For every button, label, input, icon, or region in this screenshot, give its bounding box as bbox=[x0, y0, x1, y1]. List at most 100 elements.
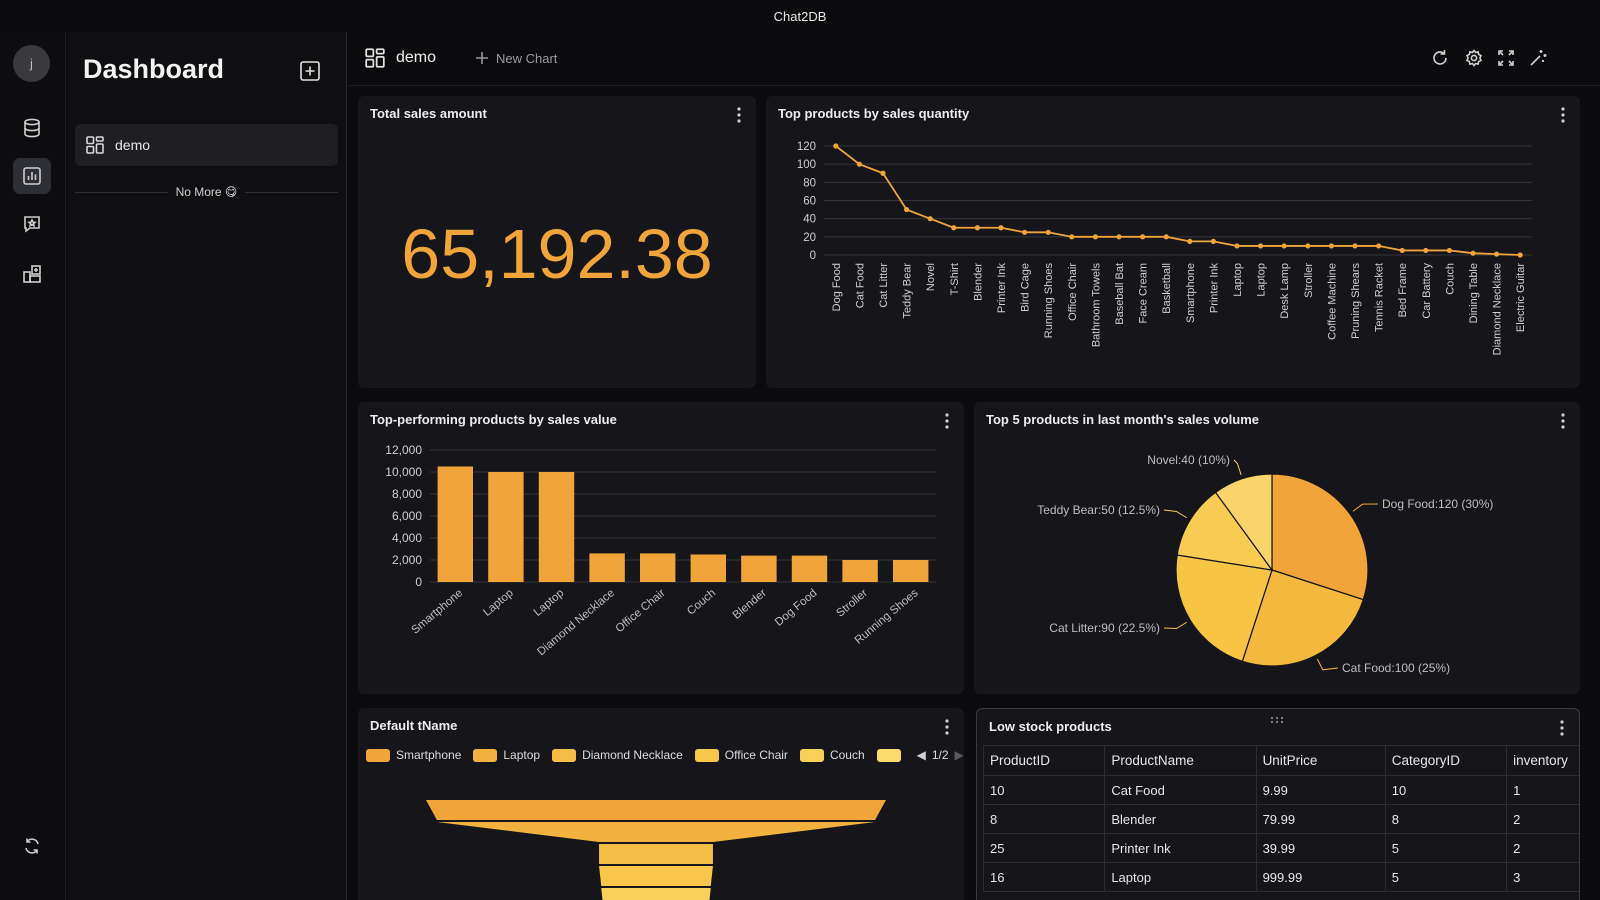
data-point bbox=[1163, 234, 1169, 240]
magic-icon[interactable] bbox=[1528, 48, 1550, 70]
table-row[interactable]: 16 Laptop 999.99 5 3 bbox=[982, 862, 1579, 892]
table-cell: 5 bbox=[1384, 862, 1508, 892]
new-chart-button[interactable]: New Chart bbox=[474, 50, 557, 66]
data-point bbox=[1234, 243, 1240, 249]
data-point bbox=[1210, 238, 1216, 244]
column-header[interactable]: inventory bbox=[1506, 745, 1579, 776]
sidebar-title: Dashboard bbox=[83, 54, 225, 84]
table-row[interactable]: 10 Cat Food 9.99 10 1 bbox=[982, 775, 1579, 805]
y-tick-label: 40 bbox=[803, 214, 816, 226]
sidebar-item-label: demo bbox=[115, 137, 151, 153]
x-tick-label: Printer Ink bbox=[996, 263, 1008, 314]
table-cell: 79.99 bbox=[1255, 804, 1386, 834]
x-tick-label: Laptop bbox=[481, 587, 516, 619]
column-header[interactable]: UnitPrice bbox=[1255, 745, 1386, 776]
drag-handle-icon[interactable] bbox=[1269, 711, 1285, 724]
no-more-text: No More 😋 bbox=[175, 185, 238, 199]
card-menu-icon[interactable] bbox=[1556, 106, 1570, 124]
no-more-divider: No More 😋 bbox=[75, 182, 339, 202]
card-menu-icon[interactable] bbox=[1555, 719, 1569, 737]
x-tick-label: Office Chair bbox=[614, 587, 668, 635]
data-point bbox=[1187, 238, 1193, 244]
y-tick-label: 60 bbox=[803, 196, 816, 208]
caret-left-icon[interactable]: ◀ bbox=[916, 748, 926, 762]
card-top-value: Top-performing products by sales value 0… bbox=[358, 402, 964, 694]
card-menu-icon[interactable] bbox=[732, 106, 746, 124]
data-point bbox=[1022, 229, 1028, 235]
add-dashboard-button[interactable] bbox=[299, 60, 321, 82]
pie-slice bbox=[1175, 554, 1273, 663]
data-point bbox=[1281, 243, 1287, 249]
add-widget-icon[interactable] bbox=[13, 256, 51, 292]
y-tick-label: 80 bbox=[803, 177, 816, 189]
plus-icon bbox=[476, 52, 488, 64]
bar bbox=[690, 554, 727, 582]
bar bbox=[589, 553, 625, 582]
data-point bbox=[1140, 234, 1146, 240]
legend-item[interactable]: Diamond Necklace bbox=[552, 748, 683, 762]
settings-icon[interactable] bbox=[1464, 48, 1486, 70]
data-point bbox=[1092, 234, 1098, 240]
funnel-layer bbox=[436, 822, 876, 842]
x-tick-label: Teddy Bear bbox=[902, 263, 914, 319]
table-row[interactable]: 8 Blender 79.99 8 2 bbox=[982, 804, 1579, 834]
legend-swatch bbox=[799, 748, 824, 762]
dashboard-toolbar: demo New Chart bbox=[348, 32, 1600, 86]
card-menu-icon[interactable] bbox=[1556, 412, 1570, 430]
table-cell: 5 bbox=[1384, 833, 1508, 863]
card-title: Low stock products bbox=[989, 719, 1112, 734]
card-menu-icon[interactable] bbox=[940, 718, 954, 736]
table-row[interactable]: 25 Printer Ink 39.99 5 2 bbox=[982, 833, 1579, 863]
x-tick-label: Bathroom Towels bbox=[1090, 263, 1102, 348]
pie-label-leader bbox=[1163, 509, 1187, 519]
low-stock-table: ProductID ProductName UnitPrice CategoryID i… bbox=[982, 745, 1579, 892]
table-cell: 2 bbox=[1506, 804, 1579, 834]
pie-label: Dog Food:120 (30%) bbox=[1382, 497, 1493, 511]
pie-label: Cat Food:100 (25%) bbox=[1342, 661, 1450, 675]
avatar[interactable]: j bbox=[13, 45, 50, 82]
ai-chat-icon[interactable] bbox=[13, 206, 51, 242]
column-header[interactable]: CategoryID bbox=[1384, 745, 1508, 776]
column-header[interactable]: ProductID bbox=[982, 745, 1106, 776]
sync-icon[interactable] bbox=[13, 828, 51, 864]
y-tick-label: 4,000 bbox=[392, 531, 422, 545]
sidebar-item-demo[interactable]: demo bbox=[75, 124, 338, 166]
x-tick-label: Laptop bbox=[1256, 263, 1268, 297]
window-title: Chat2DB bbox=[0, 0, 1600, 32]
pie-slice bbox=[1271, 473, 1369, 601]
table-cell: 25 bbox=[982, 833, 1106, 863]
legend-item[interactable]: Couch bbox=[799, 748, 865, 762]
legend-pager: ◀ 1/2 ▶ bbox=[917, 748, 964, 762]
legend-page-label: 1/2 bbox=[931, 748, 949, 762]
data-point bbox=[1069, 234, 1075, 240]
data-point bbox=[1446, 247, 1452, 254]
x-tick-label: Bird Cage bbox=[1020, 263, 1032, 312]
funnel-chart bbox=[426, 800, 886, 900]
x-tick-label: Basketball bbox=[1161, 263, 1173, 314]
data-point bbox=[1116, 234, 1122, 240]
fullscreen-icon[interactable] bbox=[1496, 48, 1518, 70]
table-cell: 39.99 bbox=[1255, 833, 1386, 863]
legend-item[interactable]: Laptop bbox=[473, 748, 540, 762]
bar bbox=[488, 472, 524, 582]
legend-item[interactable]: Smartphone bbox=[366, 748, 461, 762]
legend-item[interactable] bbox=[876, 748, 907, 762]
funnel-legend: Smartphone Laptop Diamond Necklace Office C… bbox=[366, 748, 964, 762]
table-cell: 3 bbox=[1506, 862, 1579, 892]
data-point bbox=[974, 225, 980, 231]
refresh-icon[interactable] bbox=[1430, 48, 1452, 70]
caret-right-icon[interactable]: ▶ bbox=[954, 748, 964, 762]
x-tick-label: Coffee Machine bbox=[1326, 263, 1338, 340]
legend-item[interactable]: Office Chair bbox=[694, 748, 788, 762]
x-tick-label: Electric Guitar bbox=[1515, 263, 1527, 332]
card-menu-icon[interactable] bbox=[940, 412, 954, 430]
pie-chart: Dog Food:120 (30%) Cat Food:100 (25%) Cat … bbox=[1037, 453, 1493, 675]
database-icon[interactable] bbox=[13, 110, 51, 146]
series-line bbox=[835, 145, 1521, 256]
data-point bbox=[951, 225, 957, 231]
column-header[interactable]: ProductName bbox=[1104, 745, 1257, 776]
bar bbox=[791, 555, 828, 582]
data-point bbox=[1517, 252, 1523, 258]
pie-slice bbox=[1176, 491, 1274, 571]
dashboard-chart-icon[interactable] bbox=[13, 158, 51, 194]
